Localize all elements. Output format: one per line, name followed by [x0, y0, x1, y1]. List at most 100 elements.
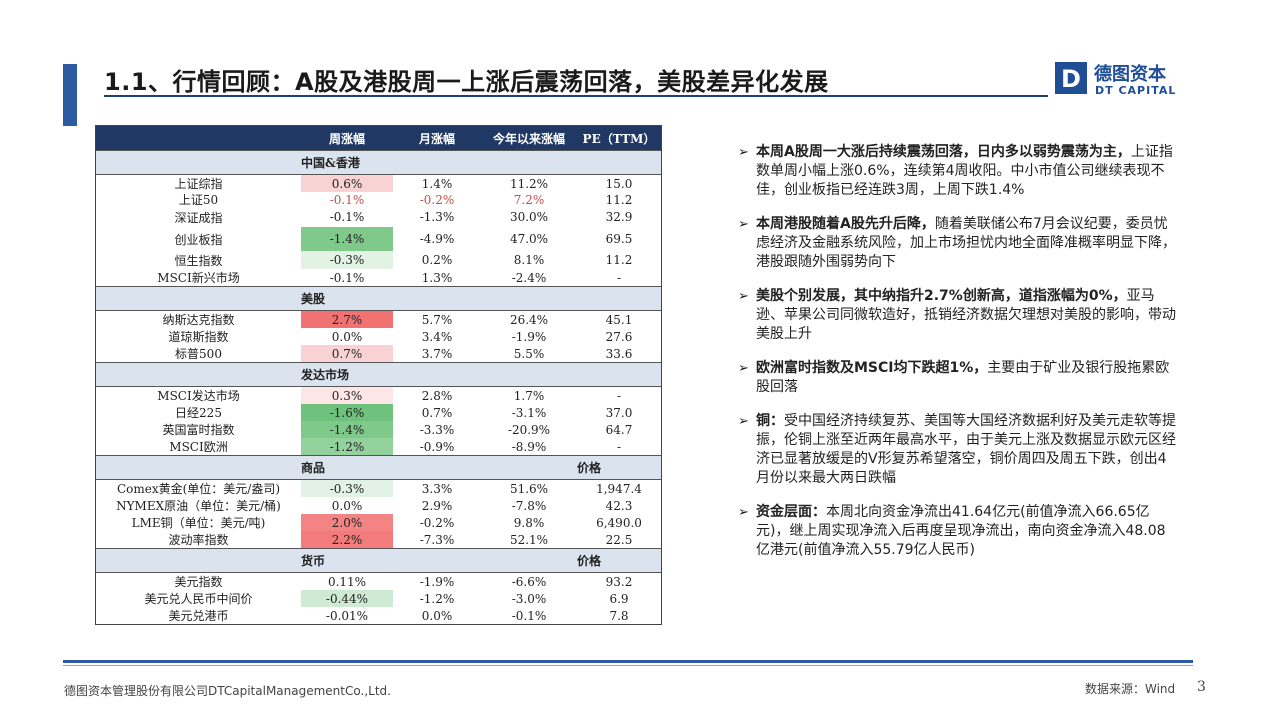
row-name: 恒生指数 — [174, 253, 223, 268]
table-row: 纳斯达克指数 2.7% 5.7% 26.4% 45.1 — [96, 311, 661, 328]
row-ytd-change: -8.9% — [511, 439, 547, 454]
logo-mark-icon: D — [1055, 62, 1087, 94]
row-month-change: 0.0% — [421, 608, 453, 623]
row-month-change: 3.3% — [421, 481, 453, 496]
row-month-change: 3.4% — [421, 329, 453, 344]
header-week: 周涨幅 — [328, 131, 365, 146]
table-row: LME铜（单位：美元/吨) 2.0% -0.2% 9.8% 6,490.0 — [96, 514, 661, 531]
commentary-item: ➢ 本周港股随着A股先升后降，随着美联储公布7月会议纪要，委员忧虑经济及金融系统风… — [738, 215, 1178, 272]
header-month: 月涨幅 — [418, 131, 455, 146]
table-row: 上证50 -0.1% -0.2% 7.2% 11.2 — [96, 192, 661, 207]
row-name: 道琼斯指数 — [168, 330, 229, 344]
row-month-change: -1.3% — [419, 210, 455, 224]
table-row: 英国富时指数 -1.4% -3.3% -20.9% 64.7 — [96, 421, 661, 438]
row-pe: 11.2 — [605, 192, 633, 207]
row-ytd-change: 11.2% — [509, 176, 549, 191]
commentary-headline: 欧洲富时指数及MSCI均下跌超1%， — [756, 360, 988, 376]
row-ytd-change: 7.2% — [513, 192, 545, 207]
row-name: MSCI欧洲 — [169, 440, 228, 454]
arrow-bullet-icon: ➢ — [738, 505, 749, 520]
section-extra: 价格 — [577, 461, 602, 475]
section-header: 货币 价格 — [96, 548, 661, 573]
footer-divider — [63, 660, 1193, 663]
row-ytd-change: 5.5% — [513, 346, 545, 361]
commentary-item: ➢ 资金层面：本周北向资金净流出41.64亿元(前值净流入66.65亿元)，继上周… — [738, 503, 1178, 560]
row-month-change: 2.9% — [421, 498, 453, 513]
section-header: 中国&香港 — [96, 150, 661, 175]
row-month-change: 0.2% — [421, 253, 453, 267]
row-name: Comex黄金(单位：美元/盎司) — [116, 482, 281, 496]
title-accent-bar — [63, 64, 77, 126]
row-name: 日经225 — [175, 406, 222, 420]
commentary-text: 亚马逊、苹果公司同微软造好，抵销经济数据欠理想对美股的影响，带动美股上升 — [756, 288, 1176, 342]
row-ytd-change: -7.8% — [511, 498, 547, 513]
commentary-item: ➢ 铜：受中国经济持续复苏、美国等大国经济数据利好及美元走软等提振，伦铜上涨至近两… — [738, 412, 1178, 488]
header-ytd: 今年以来涨幅 — [492, 131, 565, 146]
page-title: 1.1、行情回顾：A股及港股周一上涨后震荡回落，美股差异化发展 — [104, 68, 829, 96]
arrow-bullet-icon: ➢ — [738, 289, 749, 304]
row-week-change: -0.3% — [301, 251, 393, 269]
row-ytd-change: -20.9% — [507, 422, 551, 437]
row-week-change: -0.01% — [301, 607, 393, 624]
row-week-change: 2.2% — [301, 531, 393, 548]
row-ytd-change: 51.6% — [509, 481, 549, 496]
section-label: 美股 — [301, 292, 326, 306]
row-ytd-change: 47.0% — [509, 232, 549, 246]
row-ytd-change: 8.1% — [513, 253, 545, 267]
commentary-list: ➢ 本周A股周一大涨后持续震荡回落，日内多以弱势震荡为主，上证指数单周小幅上涨0.… — [738, 143, 1178, 575]
row-month-change: 3.7% — [421, 346, 453, 361]
row-week-change: 2.0% — [301, 514, 393, 531]
row-ytd-change: 1.7% — [513, 388, 545, 403]
row-pe: 27.6 — [605, 329, 633, 344]
row-name: MSCI新兴市场 — [157, 271, 240, 285]
table-row: 日经225 -1.6% 0.7% -3.1% 37.0 — [96, 404, 661, 421]
row-pe: 64.7 — [605, 422, 633, 437]
row-month-change: 2.8% — [421, 388, 453, 403]
table-row: 上证综指 0.6% 1.4% 11.2% 15.0 — [96, 175, 661, 192]
row-month-change: -1.2% — [419, 591, 455, 606]
commentary-item: ➢ 本周A股周一大涨后持续震荡回落，日内多以弱势震荡为主，上证指数单周小幅上涨0.… — [738, 143, 1178, 200]
row-week-change: -0.1% — [301, 192, 393, 207]
commentary-headline: 本周A股周一大涨后持续震荡回落，日内多以弱势震荡为主， — [756, 144, 1131, 160]
commentary-headline: 资金层面： — [756, 504, 826, 520]
logo-english-name: DT CAPITAL — [1095, 84, 1177, 97]
row-week-change: 0.0% — [301, 328, 393, 345]
table-row: 美元兑人民币中间价 -0.44% -1.2% -3.0% 6.9 — [96, 590, 661, 607]
arrow-bullet-icon: ➢ — [738, 414, 749, 429]
table-row: MSCI新兴市场 -0.1% 1.3% -2.4% - — [96, 269, 661, 286]
section-header: 商品 价格 — [96, 455, 661, 480]
row-week-change: 0.11% — [301, 573, 393, 590]
row-pe: - — [616, 270, 622, 285]
commentary-text: 本周北向资金净流出41.64亿元(前值净流入66.65亿元)，继上周实现净流入后… — [756, 504, 1166, 558]
arrow-bullet-icon: ➢ — [738, 361, 749, 376]
table-row: 波动率指数 2.2% -7.3% 52.1% 22.5 — [96, 531, 661, 548]
row-month-change: -4.9% — [419, 232, 455, 246]
table-row: NYMEX原油（单位：美元/桶) 0.0% 2.9% -7.8% 42.3 — [96, 497, 661, 514]
row-month-change: -0.2% — [419, 515, 455, 530]
logo-chinese-name: 德图资本 — [1094, 64, 1166, 85]
row-name: 美元兑港币 — [168, 609, 229, 623]
row-week-change: -0.1% — [301, 207, 393, 227]
row-pe: 37.0 — [605, 405, 633, 420]
row-pe: 6.9 — [609, 591, 629, 606]
row-ytd-change: 26.4% — [509, 312, 549, 327]
table-row: Comex黄金(单位：美元/盎司) -0.3% 3.3% 51.6% 1,947.4 — [96, 480, 661, 497]
arrow-bullet-icon: ➢ — [738, 145, 749, 160]
commentary-text: 主要由于矿业及银行股拖累欧股回落 — [756, 360, 1170, 395]
row-ytd-change: -1.9% — [511, 329, 547, 344]
row-pe: - — [616, 439, 622, 454]
table-header: 周涨幅 月涨幅 今年以来涨幅 PE（TTM） — [96, 126, 661, 150]
row-name: 标普500 — [175, 347, 222, 361]
row-name: 美元兑人民币中间价 — [144, 592, 253, 606]
section-label: 货币 — [301, 554, 326, 568]
table-row: 美元兑港币 -0.01% 0.0% -0.1% 7.8 — [96, 607, 661, 624]
table-row: 美元指数 0.11% -1.9% -6.6% 93.2 — [96, 573, 661, 590]
row-week-change: -1.6% — [301, 404, 393, 421]
table-row: 创业板指 -1.4% -4.9% 47.0% 69.5 — [96, 227, 661, 251]
footer-source: 数据来源：Wind — [1085, 682, 1176, 696]
row-month-change: -0.9% — [419, 439, 455, 454]
commentary-headline: 本周港股随着A股先升后降， — [756, 216, 935, 232]
row-month-change: 1.4% — [421, 176, 453, 191]
table-row: 标普500 0.7% 3.7% 5.5% 33.6 — [96, 345, 661, 362]
table-row: 恒生指数 -0.3% 0.2% 8.1% 11.2 — [96, 251, 661, 269]
